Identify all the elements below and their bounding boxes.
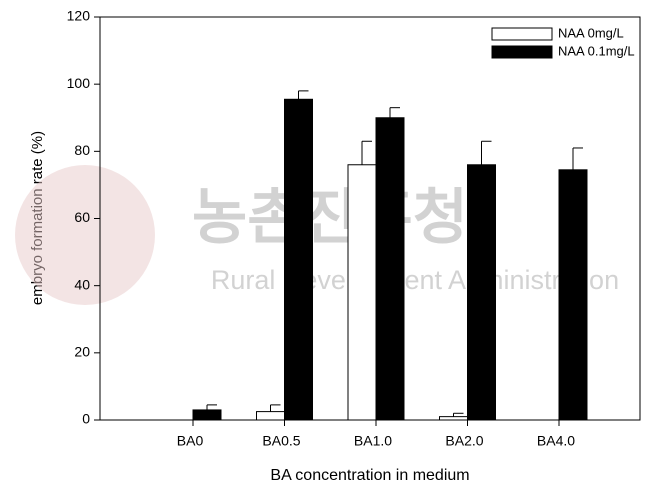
bar — [347, 164, 377, 421]
bar — [467, 164, 496, 421]
y-tick-label: 120 — [67, 8, 91, 24]
legend-label: NAA 0mg/L — [558, 25, 624, 40]
x-axis-label: BA concentration in medium — [270, 467, 469, 484]
bar — [558, 169, 588, 421]
watermark-subtitle: Rural Development Administration — [211, 265, 619, 295]
bar — [375, 117, 405, 421]
watermark-logo — [15, 165, 155, 305]
x-tick-label: BA0.5 — [262, 433, 300, 449]
y-tick-label: 20 — [74, 344, 90, 360]
y-tick-label: 100 — [67, 75, 91, 91]
bar — [284, 98, 313, 421]
x-tick-label: BA2.0 — [445, 433, 483, 449]
bar — [192, 409, 222, 421]
y-tick-label: 40 — [74, 276, 90, 292]
bar — [439, 416, 468, 421]
legend-swatch — [491, 27, 553, 41]
legend-label: NAA 0.1mg/L — [558, 43, 635, 58]
y-tick-label: 60 — [74, 209, 90, 225]
x-tick-label: BA4.0 — [537, 433, 575, 449]
legend-swatch — [491, 45, 553, 59]
watermark-title: 농촌진흥청 — [192, 184, 468, 251]
y-tick-label: 0 — [82, 411, 90, 427]
x-tick-label: BA1.0 — [354, 433, 392, 449]
y-tick-label: 80 — [74, 142, 90, 158]
bar — [256, 411, 285, 421]
x-tick-label: BA0 — [177, 433, 204, 449]
